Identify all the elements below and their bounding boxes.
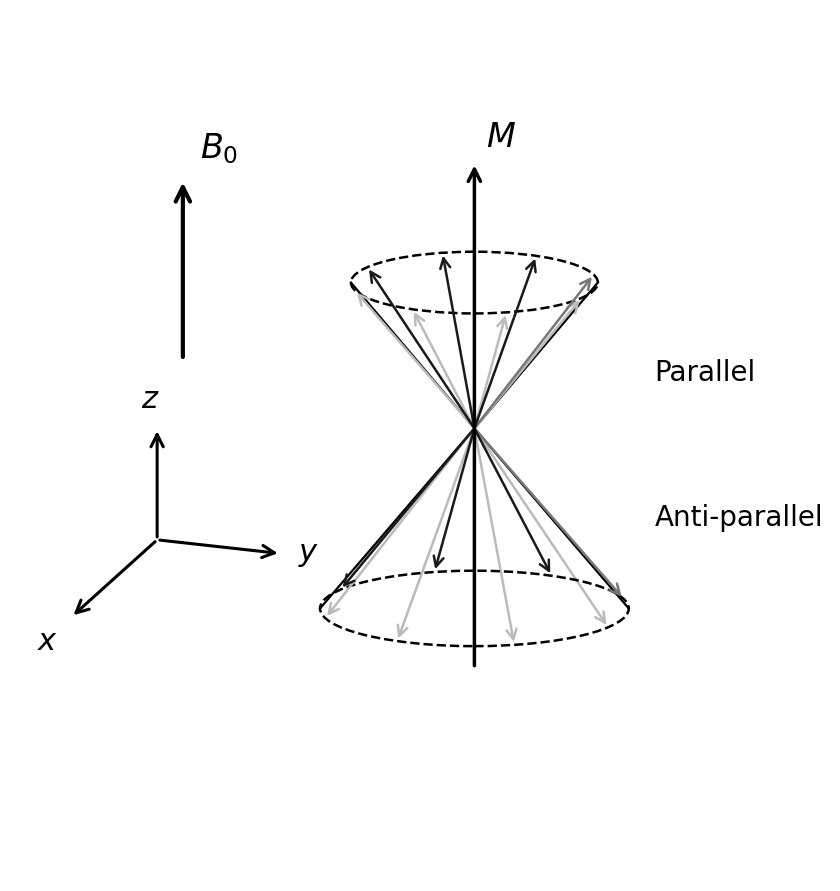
Text: $B_0$: $B_0$ bbox=[200, 131, 239, 166]
Text: Anti-parallel: Anti-parallel bbox=[654, 503, 823, 532]
Text: $x$: $x$ bbox=[37, 625, 58, 657]
Text: $y$: $y$ bbox=[297, 538, 319, 569]
Text: $M$: $M$ bbox=[486, 122, 517, 154]
Text: $z$: $z$ bbox=[141, 384, 160, 414]
Text: Parallel: Parallel bbox=[654, 359, 756, 388]
